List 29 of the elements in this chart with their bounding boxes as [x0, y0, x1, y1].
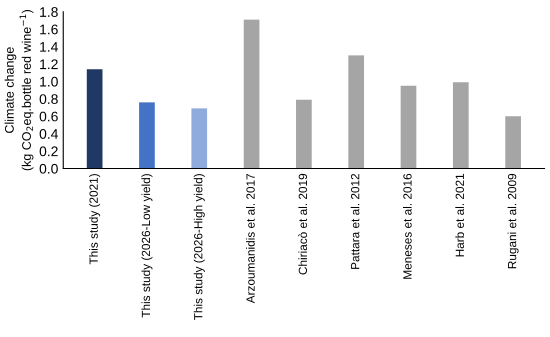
y-tick-label: 0.8 [40, 94, 58, 104]
bar [348, 55, 364, 168]
bar [86, 69, 102, 168]
x-tick-label: This study (2026-High yield) [194, 174, 205, 320]
x-tick-label: Arzoumanidis et al. 2017 [246, 174, 255, 304]
x-tick-label: Chiriacò et al. 2019 [298, 174, 308, 274]
bar [400, 86, 416, 168]
x-tick-label: This study (2026-Low yield) [141, 174, 152, 318]
bar [505, 116, 521, 168]
y-tick-label: 0.6 [40, 112, 58, 122]
y-tick-label: 1.8 [40, 7, 58, 17]
y-tick-label: 0.0 [40, 164, 58, 174]
y-tick-label: 1.2 [40, 59, 58, 70]
x-tick-label: Pattara et al. 2012 [350, 174, 360, 269]
x-tick-label: Meneses et al. 2016 [402, 174, 412, 279]
y-tick-label: 0.2 [40, 146, 58, 156]
x-tick-label: This study (2021) [89, 174, 100, 264]
x-tick-label: Rugani et al. 2009 [508, 174, 519, 268]
bar [296, 100, 312, 168]
bar [139, 102, 155, 168]
y-tick-label: 0.4 [40, 129, 58, 139]
y-tick-label: 1.0 [40, 76, 58, 87]
bar [244, 20, 260, 168]
y-tick-label: 1.6 [40, 24, 58, 34]
y-axis-title: Climate change (kg CO$_{2}$eq.bottle red wine$^{−1}$) [4, 10, 34, 170]
bar [191, 108, 208, 168]
bar [452, 82, 469, 168]
x-tick-label: Harb et al. 2021 [455, 174, 464, 256]
y-tick-label: 1.4 [40, 42, 58, 52]
